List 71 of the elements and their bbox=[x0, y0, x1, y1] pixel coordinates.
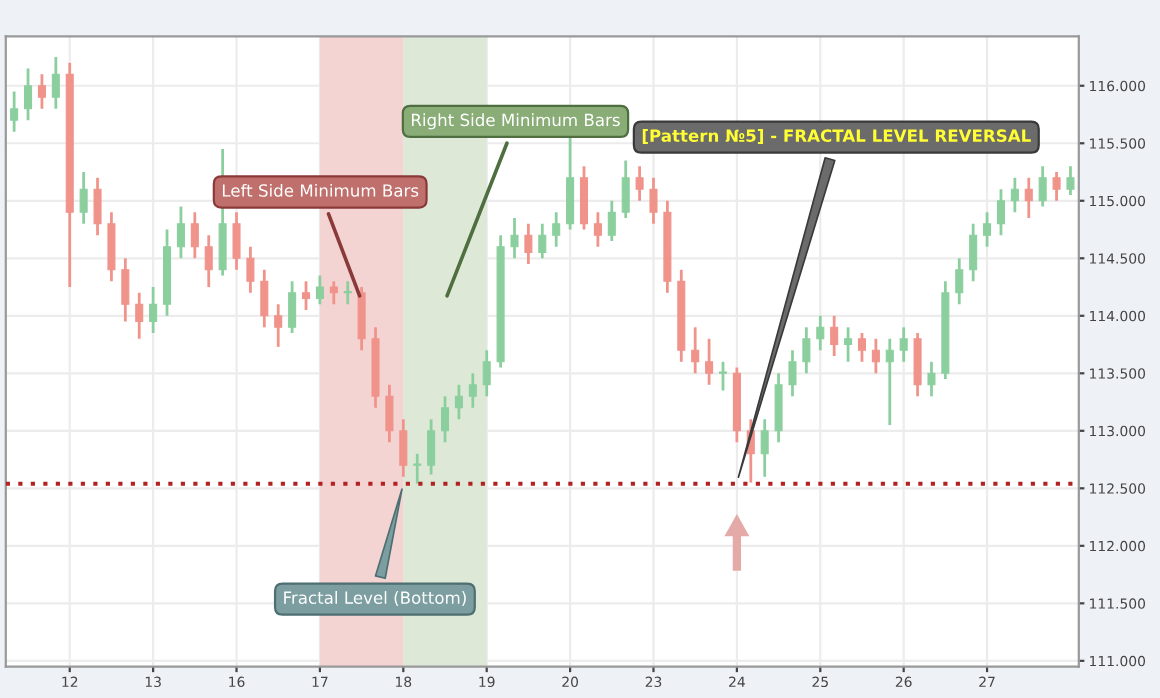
candlestick bbox=[357, 285, 366, 352]
candlestick bbox=[482, 348, 491, 398]
candlestick bbox=[913, 331, 922, 398]
candlestick bbox=[399, 417, 408, 479]
candlestick bbox=[24, 67, 33, 122]
candlestick bbox=[329, 279, 338, 306]
candlestick bbox=[983, 210, 992, 249]
candlestick bbox=[969, 222, 978, 283]
candlestick bbox=[1066, 164, 1075, 197]
band-label: Left Side Minimum Bars bbox=[222, 183, 419, 197]
candlestick bbox=[10, 90, 19, 134]
candlestick bbox=[579, 164, 589, 231]
candlestick bbox=[121, 256, 130, 323]
candlestick bbox=[468, 371, 477, 410]
candlestick bbox=[413, 452, 422, 486]
candlestick bbox=[454, 383, 463, 421]
candlestick bbox=[343, 279, 352, 306]
candlestick bbox=[1010, 176, 1019, 214]
candlestick bbox=[927, 360, 936, 398]
candlestick bbox=[315, 274, 324, 306]
candlestick bbox=[440, 394, 450, 444]
candlestick bbox=[176, 205, 185, 260]
candlestick bbox=[538, 222, 547, 260]
candlestick bbox=[79, 170, 88, 226]
candlestick bbox=[718, 360, 728, 392]
candlestick bbox=[885, 337, 894, 427]
candlestick bbox=[1024, 176, 1033, 220]
candlestick bbox=[260, 268, 269, 329]
candlestick bbox=[621, 159, 630, 220]
candlestick bbox=[844, 325, 853, 364]
candlestick bbox=[1038, 164, 1047, 208]
candlestick bbox=[385, 383, 394, 444]
candlestick bbox=[51, 55, 60, 111]
candlestick bbox=[149, 285, 158, 335]
candlestick bbox=[705, 337, 714, 387]
candlestick bbox=[607, 199, 616, 243]
candlestick bbox=[288, 279, 297, 335]
candlestick bbox=[93, 176, 102, 237]
candlestick bbox=[788, 348, 797, 398]
candlestick bbox=[802, 325, 811, 375]
candlestick bbox=[691, 325, 700, 375]
candlestick bbox=[635, 164, 644, 203]
candlestick bbox=[996, 187, 1005, 237]
candlestick bbox=[955, 256, 964, 306]
candlestick bbox=[566, 136, 575, 231]
candlestick bbox=[774, 371, 783, 444]
candlestick bbox=[857, 331, 867, 364]
candlestick bbox=[524, 222, 533, 266]
candlestick bbox=[510, 216, 519, 260]
candlestick bbox=[37, 72, 46, 111]
candlestick bbox=[760, 417, 769, 479]
candlestick bbox=[593, 210, 602, 249]
candlestick bbox=[204, 233, 213, 289]
candlestick bbox=[871, 337, 880, 375]
candlestick bbox=[816, 314, 825, 352]
candlestick bbox=[427, 417, 436, 476]
candlestick bbox=[190, 210, 199, 260]
candlestick bbox=[246, 245, 255, 295]
candlestick bbox=[274, 302, 283, 349]
candlestick bbox=[107, 210, 116, 283]
annotation: [Pattern №5] - FRACTAL LEVEL REVERSAL bbox=[642, 129, 1031, 144]
candlestick bbox=[552, 210, 561, 249]
candlestick bbox=[899, 325, 908, 364]
band-label: Right Side Minimum Bars bbox=[411, 113, 620, 130]
candlestick bbox=[301, 279, 311, 312]
candlestick bbox=[1052, 170, 1061, 203]
annotation: Fractal Level (Bottom) bbox=[284, 591, 466, 606]
candlestick bbox=[232, 210, 241, 272]
candlestick bbox=[649, 176, 658, 226]
candlestick bbox=[830, 314, 839, 358]
candlestick bbox=[135, 291, 144, 341]
